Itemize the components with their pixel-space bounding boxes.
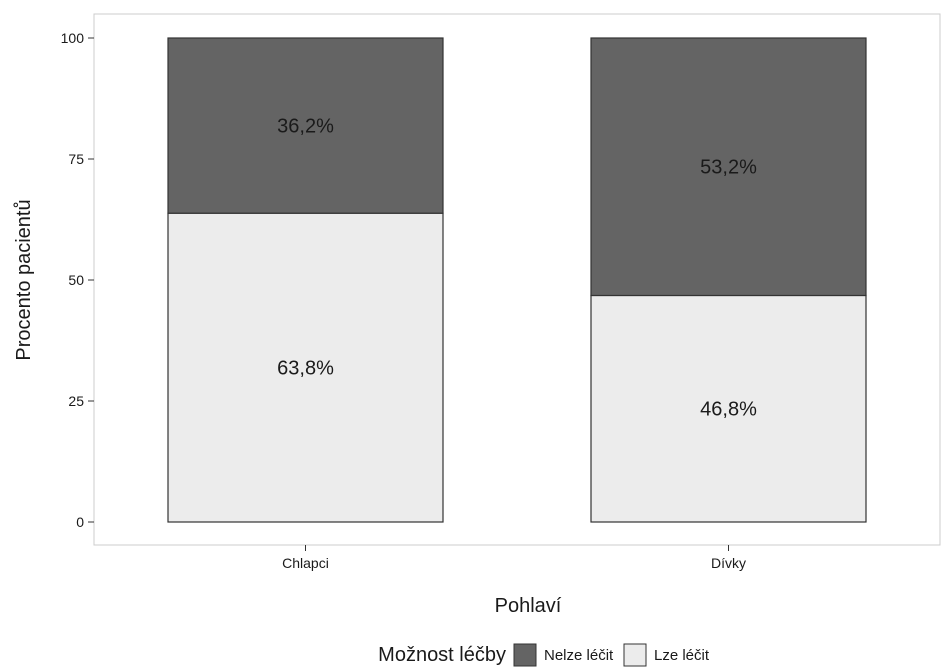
bar-segment [167, 37, 444, 214]
legend-swatch-lze [623, 643, 647, 667]
x-tick-label: Chlapci [282, 555, 329, 571]
bar-value-label: 36,2% [277, 116, 334, 138]
x-tick-label: Dívky [711, 555, 746, 571]
legend-label-lze: Lze léčit [654, 647, 710, 664]
y-axis-title: Procento pacientů [13, 199, 35, 360]
bar-value-label: 63,8% [277, 358, 334, 380]
bar-value-label: 53,2% [700, 157, 757, 179]
legend-label-nelze: Nelze léčit [544, 647, 614, 664]
bar-segment [590, 294, 867, 523]
y-tick-label: 75 [68, 151, 84, 167]
bar-segment [167, 212, 444, 523]
x-axis-title: Pohlaví [495, 595, 562, 617]
bar-labels: 63,8% 36,2% 46,8% 53,2% [277, 116, 757, 421]
bars [167, 37, 867, 523]
bar-segment [590, 37, 867, 297]
legend-swatch-nelze [513, 643, 537, 667]
y-tick-label: 0 [76, 514, 84, 530]
bar-value-label: 46,8% [700, 399, 757, 421]
x-axis: Chlapci Dívky [282, 545, 746, 571]
legend: Možnost léčby Nelze léčit Lze léčit [378, 643, 710, 667]
y-axis: 0 25 50 75 100 [61, 30, 94, 530]
y-tick-label: 50 [68, 272, 84, 288]
y-tick-label: 25 [68, 393, 84, 409]
legend-title: Možnost léčby [378, 644, 506, 666]
y-tick-label: 100 [61, 30, 85, 46]
